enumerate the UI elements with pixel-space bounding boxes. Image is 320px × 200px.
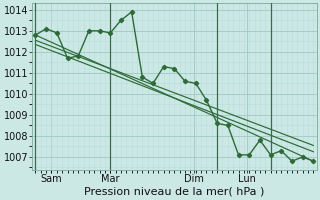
X-axis label: Pression niveau de la mer( hPa ): Pression niveau de la mer( hPa ): [84, 187, 265, 197]
